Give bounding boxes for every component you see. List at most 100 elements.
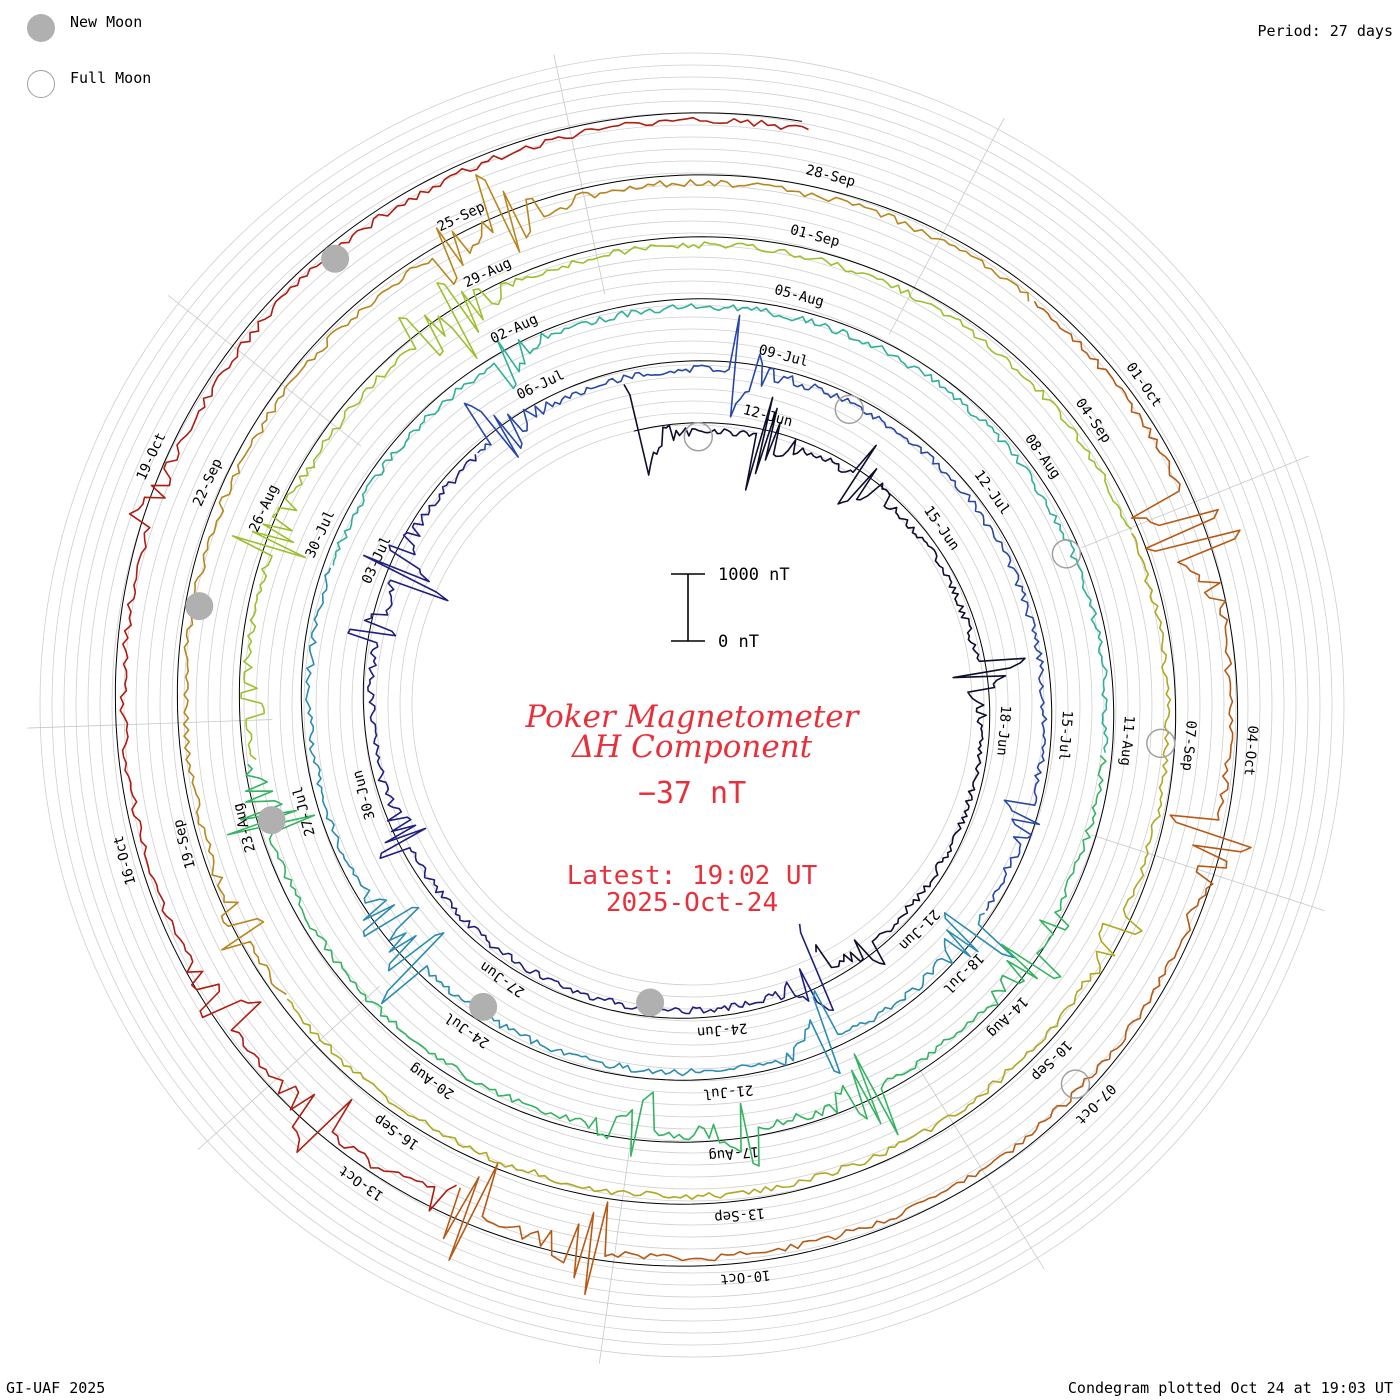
date-tick-label: 19-Oct: [134, 430, 170, 483]
date-tick-label: 07-Sep: [1179, 720, 1199, 772]
scale-bar: 1000 nT 0 nT: [671, 565, 790, 652]
grid-spoke: [1081, 455, 1309, 549]
date-tick-label: 21-Jun: [896, 906, 943, 953]
grid-circle: [63, 76, 1321, 1334]
date-tick-label: 12-Jun: [741, 402, 794, 430]
series-line-segment: [231, 241, 1133, 761]
series-line-segment: [119, 116, 809, 1212]
new-moon-marker: [469, 992, 498, 1021]
grid-circle: [279, 292, 1105, 1118]
date-tick-label: 04-Sep: [1072, 396, 1114, 447]
grid-circle: [183, 196, 1201, 1214]
date-tick-label: 13-Sep: [714, 1205, 766, 1226]
series-line-segment: [442, 300, 1252, 1295]
grid-circle: [243, 256, 1141, 1154]
full-moon-marker: [834, 394, 865, 425]
date-tick-label: 23-Aug: [230, 801, 259, 854]
series-line-segment: [463, 314, 1048, 912]
credit-label: GI-UAF 2025: [6, 1379, 106, 1397]
full-moon-marker: [1060, 1069, 1091, 1099]
date-tick-label: 01-Oct: [1122, 360, 1164, 411]
full-moon-marker: [1146, 728, 1176, 759]
grid-circle: [123, 136, 1261, 1274]
grid-circle: [111, 124, 1273, 1286]
date-tick-label: 14-Aug: [984, 993, 1031, 1040]
grid-circle: [135, 148, 1249, 1262]
full-moon-legend-icon: [27, 70, 55, 98]
date-tick-label: 24-Jun: [696, 1019, 748, 1040]
date-tick-label: 29-Aug: [461, 255, 514, 291]
grid-circle: [363, 376, 1021, 1034]
date-tick-label: 02-Aug: [488, 311, 541, 347]
chart-title: Poker Magnetometer: [525, 699, 861, 735]
grid-circle: [303, 316, 1081, 1094]
grid-spoke: [27, 719, 273, 729]
grid-circle: [351, 364, 1033, 1046]
grid-circle: [147, 160, 1237, 1250]
grid-circle: [375, 388, 1009, 1022]
new-moon-marker: [321, 244, 350, 273]
full-moon-legend-label: Full Moon: [70, 69, 152, 87]
grid-spoke: [888, 117, 1005, 335]
grid-circle: [207, 220, 1177, 1190]
date-tick-label: 30-Jun: [350, 768, 379, 821]
date-tick-label: 11-Aug: [1117, 715, 1137, 767]
series-line-segment: [226, 755, 1107, 1167]
new-moon-marker: [185, 592, 214, 621]
grid-circle: [87, 100, 1297, 1310]
date-tick-label: 10-Oct: [719, 1266, 771, 1287]
new-moon-legend-label: New Moon: [70, 13, 143, 31]
date-tick-label: 17-Aug: [708, 1143, 760, 1164]
latest-date: 2025-Oct-24: [606, 888, 778, 918]
grid-circle: [75, 88, 1309, 1322]
current-value: −37 nT: [638, 776, 746, 811]
grid-spoke: [197, 985, 381, 1151]
latest-time: Latest: 19:02 UT: [567, 861, 818, 891]
date-tick-label: 12-Jul: [971, 467, 1013, 518]
chart-subtitle: ΔH Component: [571, 729, 813, 765]
new-moon-marker: [257, 806, 286, 835]
date-tick-label: 21-Jul: [702, 1081, 754, 1102]
grid-spoke: [914, 1061, 1045, 1270]
grid-circle: [267, 280, 1117, 1130]
scale-bar-bottom-label: 0 nT: [718, 632, 759, 652]
series-line-segment: [182, 174, 1030, 996]
plotted-timestamp: Condegram plotted Oct 24 at 19:03 UT: [1067, 1379, 1393, 1397]
grid-spoke: [167, 295, 362, 447]
full-moon-marker: [683, 422, 714, 452]
moon-marker-layer: [185, 244, 1176, 1099]
date-tick-label: 18-Jul: [940, 950, 987, 997]
series-line-segment: [347, 454, 835, 1015]
grid-circle: [255, 268, 1129, 1142]
grid-circle: [39, 52, 1345, 1358]
date-tick-label: 08-Aug: [1021, 431, 1063, 482]
grid-spoke: [598, 1120, 634, 1364]
baseline-spiral: [114, 112, 1239, 1267]
date-tick-label: 25-Sep: [435, 199, 488, 235]
date-tick-label: 18-Jun: [993, 705, 1013, 757]
series-line-segment: [305, 567, 1015, 1077]
date-tick-label: 20-Aug: [407, 1060, 458, 1102]
date-tick-label: 16-Oct: [111, 834, 140, 887]
grid-circle: [159, 172, 1225, 1238]
scale-bar-top-label: 1000 nT: [718, 565, 790, 585]
grid-layer: [27, 52, 1345, 1364]
date-tick-label: 15-Jul: [1055, 710, 1075, 762]
date-tick-label: 04-Oct: [1240, 725, 1260, 777]
grid-circle: [171, 184, 1213, 1226]
date-tick-label: 30-Jul: [303, 508, 339, 561]
full-moon-marker: [1051, 539, 1082, 569]
series-line-segment: [332, 303, 1109, 753]
grid-spoke: [553, 54, 606, 295]
grid-circle: [51, 64, 1333, 1346]
grid-spoke: [1091, 834, 1325, 912]
new-moon-marker: [636, 988, 665, 1017]
series-layer: [119, 116, 1252, 1295]
period-label: Period: 27 days: [1257, 22, 1393, 40]
grid-circle: [339, 352, 1045, 1058]
grid-circle: [195, 208, 1189, 1202]
series-line-segment: [623, 384, 1026, 969]
date-tick-label: 19-Sep: [170, 818, 199, 871]
grid-circle: [315, 328, 1069, 1082]
